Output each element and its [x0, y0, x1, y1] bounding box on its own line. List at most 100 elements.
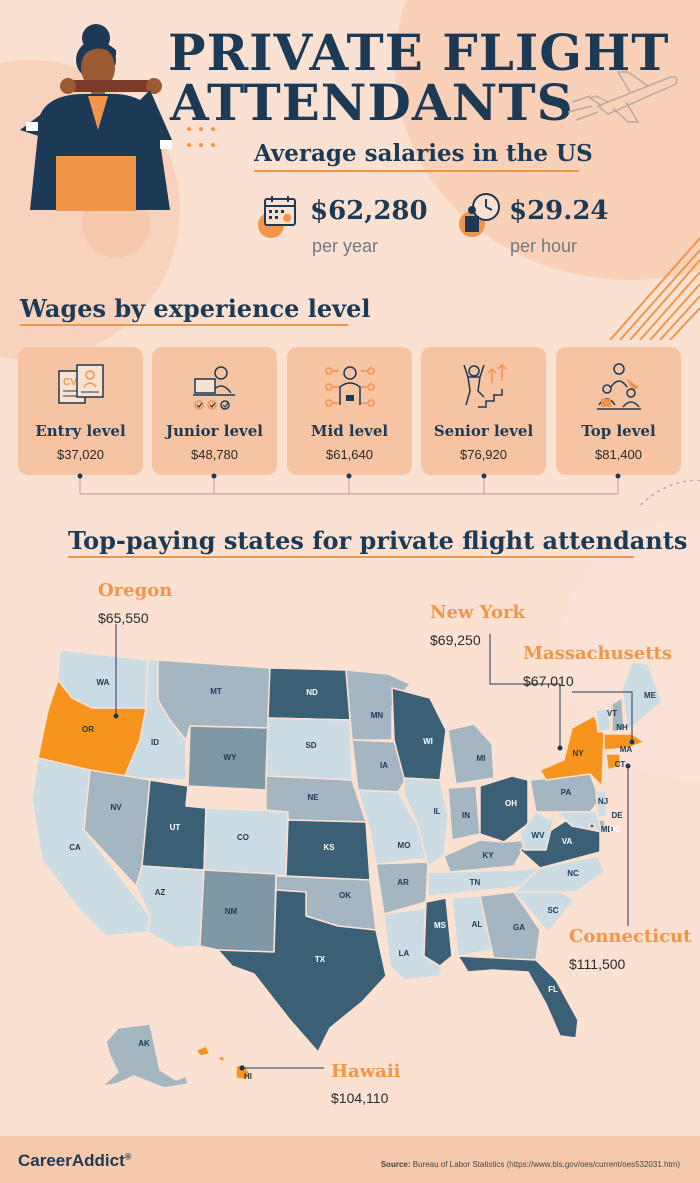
logo-mark: ® — [124, 1151, 132, 1162]
state-label-sc: SC — [547, 906, 558, 915]
salary-subtitle: Average salaries in the US — [254, 140, 593, 167]
yearly-salary-value: $62,280 — [310, 196, 428, 226]
state-label-wv: WV — [532, 831, 546, 840]
logo-text: CareerAddict — [18, 1151, 125, 1170]
clock-person-icon — [459, 193, 500, 237]
state-label-nj: NJ — [598, 797, 608, 806]
experience-level-wage: $76,920 — [460, 447, 507, 462]
state-vt — [595, 707, 611, 733]
experience-level-wage: $37,020 — [57, 447, 104, 462]
leader-team-icon — [597, 363, 641, 410]
laptop-worker-icon — [193, 366, 235, 410]
source-label: Source: — [380, 1160, 411, 1169]
state-label-ia: IA — [380, 761, 388, 770]
callout-anchor-dot — [557, 745, 563, 751]
callout-newyork-wage: $69,250 — [430, 632, 481, 648]
map-heading-underline — [68, 556, 634, 558]
state-label-de: DE — [611, 811, 623, 820]
state-hi — [195, 1045, 251, 1081]
state-label-il: IL — [433, 807, 440, 816]
experience-card-senior: Senior level $76,920 — [421, 347, 546, 475]
state-label-ne: NE — [307, 793, 319, 802]
experience-level-label: Junior level — [166, 422, 263, 440]
state-label-dc: DC — [609, 825, 621, 834]
state-label-nc: NC — [567, 869, 579, 878]
source-note: Source: Bureau of Labor Statistics (http… — [381, 1160, 680, 1169]
state-label-la: LA — [399, 949, 410, 958]
careeraddict-logo: CareerAddict® — [18, 1151, 131, 1171]
state-label-ca: CA — [69, 843, 81, 852]
experience-level-wage: $81,400 — [595, 447, 642, 462]
state-ct — [605, 753, 621, 771]
state-me — [621, 661, 663, 731]
state-label-in: IN — [462, 811, 470, 820]
state-label-fl: FL — [548, 985, 558, 994]
state-label-mo: MO — [398, 841, 411, 850]
state-nm — [199, 869, 277, 953]
source-text: Bureau of Labor Statistics (https://www.… — [412, 1160, 680, 1169]
state-nc — [513, 855, 605, 893]
state-label-ct: CT — [615, 760, 626, 769]
state-az — [135, 865, 205, 949]
state-label-az: AZ — [155, 888, 166, 897]
callout-leader-line — [489, 634, 561, 748]
state-label-id: ID — [151, 738, 159, 747]
footer: CareerAddict® Source: Bureau of Labor St… — [0, 1136, 700, 1183]
state-label-sd: SD — [305, 741, 316, 750]
state-ga — [479, 891, 541, 961]
state-label-tx: TX — [315, 955, 326, 964]
state-label-wa: WA — [97, 678, 110, 687]
state-ak — [101, 1023, 189, 1089]
state-label-pa: PA — [561, 788, 572, 797]
state-label-ny: NY — [572, 749, 584, 758]
state-label-md: MD — [601, 825, 614, 834]
state-label-ak: AK — [138, 1039, 150, 1048]
state-label-ms: MS — [434, 921, 447, 930]
callout-leader-line — [572, 691, 633, 742]
state-label-wy: WY — [224, 753, 238, 762]
state-label-va: VA — [562, 837, 573, 846]
title-line-1: PRIVATE FLIGHT — [168, 23, 670, 82]
svg-text:CV: CV — [63, 377, 77, 388]
state-label-ok: OK — [339, 891, 351, 900]
state-tx — [217, 889, 387, 1053]
experience-level-label: Mid level — [310, 422, 389, 440]
map-heading: Top-paying states for private flight att… — [68, 526, 688, 555]
state-label-al: AL — [472, 920, 483, 929]
experience-card-mid: Mid level $61,640 — [287, 347, 412, 475]
state-nj — [595, 789, 607, 819]
state-label-co: CO — [237, 833, 249, 842]
state-fl — [457, 955, 579, 1039]
callout-massachusetts-name: Massachusetts — [523, 643, 673, 664]
callout-massachusetts-wage: $67,010 — [523, 673, 574, 689]
state-label-nd: ND — [306, 688, 318, 697]
experience-connector — [77, 473, 621, 495]
us-map: WA OR CA ID NV MT WY UT AZ CO NM ND SD NE KS OK TX MN IA MO… — [31, 624, 663, 1089]
state-ma — [603, 733, 645, 751]
hourly-salary-unit: per hour — [510, 236, 578, 256]
state-label-mt: MT — [210, 687, 222, 696]
state-label-mn: MN — [371, 711, 384, 720]
state-label-ut: UT — [170, 823, 181, 832]
experience-card-entry: CV Entry level $37,020 — [18, 347, 143, 475]
experience-level-label: Top level — [581, 422, 656, 440]
callout-hawaii-wage: $104,110 — [331, 1090, 389, 1106]
experience-level-wage: $48,780 — [191, 447, 238, 462]
state-ms — [423, 897, 453, 967]
state-label-ma: MA — [620, 745, 633, 754]
state-label-nv: NV — [110, 803, 122, 812]
experience-card-top: Top level $81,400 — [556, 347, 681, 475]
title-line-2: ATTENDANTS — [170, 73, 574, 132]
experience-level-label: Senior level — [433, 422, 534, 440]
state-label-vt: VT — [607, 709, 617, 718]
state-label-ar: AR — [397, 878, 409, 887]
state-label-nm: NM — [225, 907, 238, 916]
subtitle-underline — [254, 170, 579, 172]
state-va — [519, 817, 601, 869]
callout-oregon-wage: $65,550 — [98, 610, 149, 626]
state-label-hi: HI — [244, 1072, 252, 1081]
experience-heading: Wages by experience level — [20, 294, 371, 323]
callout-anchor-dot — [625, 763, 631, 769]
state-mi — [447, 723, 495, 785]
